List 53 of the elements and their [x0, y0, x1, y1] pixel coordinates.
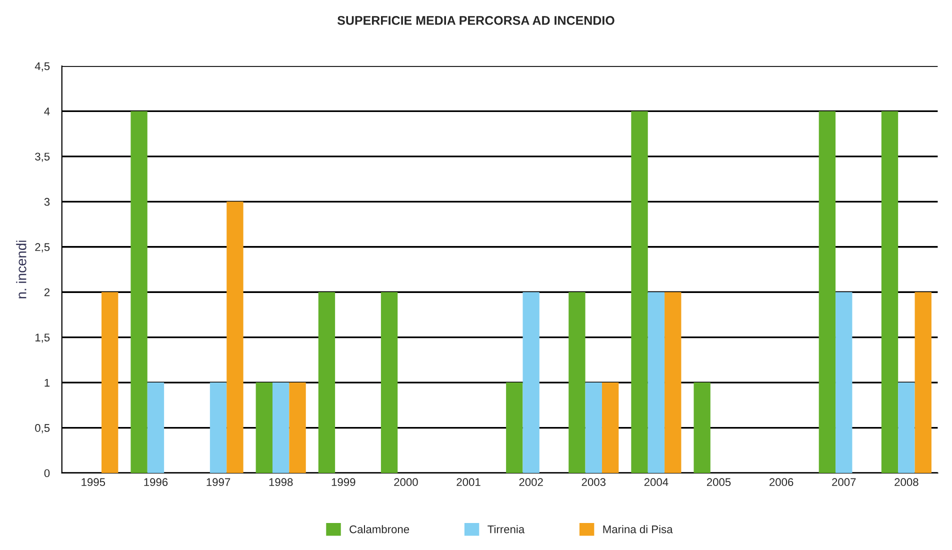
bar [914, 292, 932, 473]
bar [881, 111, 898, 473]
bar [664, 292, 682, 473]
bar [631, 111, 648, 473]
bar [836, 292, 852, 473]
x-tick-label: 2004 [644, 478, 668, 486]
x-tick-label: 2003 [582, 478, 606, 486]
bar [506, 382, 523, 473]
y-tick-label: 2 [44, 288, 50, 296]
bar [898, 382, 915, 473]
bar [102, 292, 118, 473]
y-tick-label: 1,5 [35, 334, 50, 343]
x-tick-label: 2008 [894, 478, 918, 486]
bar [210, 382, 227, 473]
x-tick-label: 1998 [269, 478, 293, 486]
x-tick-label: 2000 [394, 478, 418, 486]
y-tick-label: 3,5 [35, 152, 50, 162]
bar [256, 382, 272, 473]
bar [147, 382, 164, 473]
bar [226, 202, 244, 473]
chart-title: SUPERFICIE MEDIA PERCORSA AD INCENDIO [337, 16, 614, 25]
x-tick-label: 1997 [206, 478, 230, 486]
y-tick-label: 4,5 [34, 62, 50, 72]
bar [318, 292, 336, 473]
bar [272, 382, 290, 473]
x-tick-label: 1995 [82, 478, 106, 486]
bar [568, 292, 586, 473]
bar [380, 292, 398, 473]
bar [648, 292, 665, 473]
bar [522, 292, 540, 473]
x-tick-label: 2006 [770, 478, 794, 486]
x-tick-label: 2007 [832, 478, 856, 486]
y-tick-label: 2,5 [35, 243, 50, 252]
bar [130, 111, 148, 473]
legend-label: Marina di Pisa [603, 525, 673, 534]
legend-label: Tirrenia [488, 525, 525, 534]
bar [602, 382, 619, 473]
x-tick-label: 1999 [332, 478, 356, 486]
x-tick-label: 2001 [456, 478, 480, 486]
bar [585, 382, 602, 473]
y-tick-label: 0 [44, 469, 50, 478]
bar [818, 111, 836, 473]
bar [694, 382, 710, 473]
x-tick-label: 1996 [144, 478, 168, 486]
y-tick-label: 4 [44, 108, 50, 116]
x-tick-label: 2005 [706, 478, 731, 486]
legend-label: Calambrone [350, 525, 410, 534]
y-tick-label: 3 [44, 198, 50, 206]
bar [289, 382, 306, 473]
y-tick-label: 0,5 [35, 424, 50, 434]
y-tick-label: 1 [44, 378, 50, 387]
y-axis-title: n. incendi [16, 240, 26, 298]
x-tick-label: 2002 [519, 478, 543, 486]
